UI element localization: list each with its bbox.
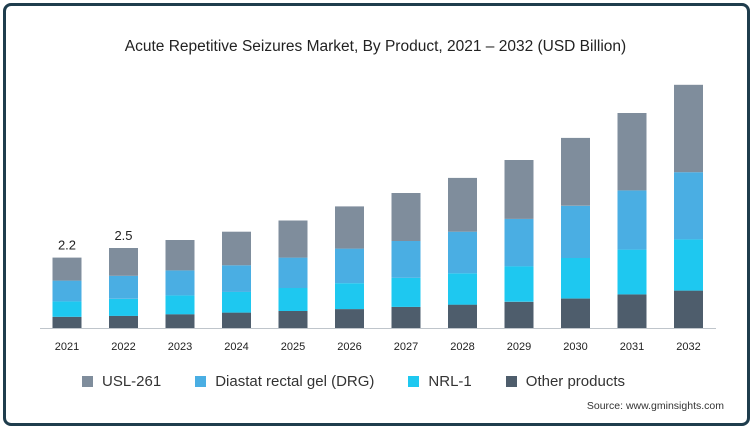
bar-segment-nrl-1-2023 bbox=[165, 295, 195, 315]
bar-segment-nrl-1-2022 bbox=[109, 298, 138, 316]
data-label-2022: 2.5 bbox=[114, 228, 132, 243]
bar-segment-other-products-2030 bbox=[561, 298, 590, 328]
bar-segment-usl-261-2021 bbox=[52, 257, 82, 281]
bar-segment-diastat-rectal-gel-drg--2024 bbox=[222, 265, 251, 292]
legend-item-nrl-1: NRL-1 bbox=[408, 372, 472, 390]
bar-segment-other-products-2024 bbox=[222, 312, 251, 328]
bar-segment-nrl-1-2029 bbox=[504, 266, 534, 302]
bar-segment-other-products-2023 bbox=[165, 314, 195, 328]
x-tick-label-2031: 2031 bbox=[620, 341, 644, 353]
bar-segment-nrl-1-2025 bbox=[278, 288, 308, 311]
bar-segment-diastat-rectal-gel-drg--2026 bbox=[335, 248, 364, 284]
source-note: Source: www.gminsights.com bbox=[586, 400, 724, 412]
bar-segment-other-products-2028 bbox=[448, 304, 477, 328]
bar-segment-nrl-1-2032 bbox=[674, 239, 703, 291]
bar-segment-diastat-rectal-gel-drg--2031 bbox=[617, 190, 647, 250]
x-tick-label-2023: 2023 bbox=[168, 341, 192, 353]
legend-swatch-nrl-1 bbox=[408, 375, 420, 387]
bar-segment-nrl-1-2024 bbox=[222, 291, 251, 313]
legend-item-usl-261: USL-261 bbox=[82, 373, 161, 390]
x-tick-label-2032: 2032 bbox=[676, 341, 700, 353]
legend-label-usl-261: USL-261 bbox=[102, 372, 162, 390]
bar-segment-other-products-2032 bbox=[674, 290, 703, 328]
bar-segment-diastat-rectal-gel-drg--2029 bbox=[504, 218, 534, 267]
bar-segment-other-products-2031 bbox=[617, 294, 647, 328]
bar-segment-nrl-1-2031 bbox=[617, 249, 647, 295]
legend-swatch-usl-261 bbox=[82, 375, 93, 387]
x-tick-label-2029: 2029 bbox=[507, 341, 531, 353]
chart-title: Acute Repetitive Seizures Market, By Pro… bbox=[124, 38, 627, 55]
bar-segment-other-products-2026 bbox=[335, 309, 364, 328]
bar-segment-usl-261-2027 bbox=[391, 193, 421, 241]
legend-label-other-products: Other products bbox=[525, 372, 625, 390]
x-tick-label-2027: 2027 bbox=[394, 341, 418, 353]
x-tick-label-2021: 2021 bbox=[55, 341, 79, 353]
bar-segment-other-products-2025 bbox=[278, 311, 308, 328]
chart-legend: USL-261 Diastat rectal gel (DRG) NRL-1 Othe… bbox=[82, 369, 659, 393]
bar-segment-diastat-rectal-gel-drg--2022 bbox=[109, 275, 138, 299]
data-label-2021: 2.2 bbox=[58, 238, 76, 253]
bar-segment-nrl-1-2027 bbox=[391, 277, 421, 307]
bar-segment-usl-261-2028 bbox=[448, 177, 477, 232]
bar-segment-diastat-rectal-gel-drg--2025 bbox=[278, 257, 308, 288]
bar-segment-usl-261-2026 bbox=[335, 206, 364, 249]
bar-segment-usl-261-2024 bbox=[222, 231, 251, 266]
bar-segment-other-products-2027 bbox=[391, 306, 421, 328]
legend-label-diastat-rectal-gel-drg-: Diastat rectal gel (DRG) bbox=[215, 372, 375, 390]
bar-segment-nrl-1-2021 bbox=[52, 301, 82, 317]
bar-segment-usl-261-2022 bbox=[109, 248, 138, 276]
legend-item-other-products: Other products bbox=[505, 372, 625, 390]
legend-swatch-other-products bbox=[505, 375, 517, 387]
bar-segment-nrl-1-2028 bbox=[448, 273, 477, 305]
x-tick-label-2022: 2022 bbox=[111, 341, 135, 353]
x-tick-label-2026: 2026 bbox=[337, 341, 361, 353]
x-tick-label-2030: 2030 bbox=[563, 341, 587, 353]
bar-segment-diastat-rectal-gel-drg--2023 bbox=[165, 270, 195, 296]
legend-item-diastat-rectal-gel-drg-: Diastat rectal gel (DRG) bbox=[195, 373, 374, 390]
x-tick-label-2028: 2028 bbox=[450, 341, 474, 353]
x-tick-label-2024: 2024 bbox=[224, 341, 248, 353]
bar-segment-diastat-rectal-gel-drg--2032 bbox=[674, 172, 703, 240]
bar-segment-usl-261-2023 bbox=[165, 240, 195, 271]
x-tick-label-2025: 2025 bbox=[281, 341, 305, 353]
bar-segment-diastat-rectal-gel-drg--2027 bbox=[391, 241, 421, 278]
legend-swatch-diastat-rectal-gel-drg- bbox=[195, 375, 207, 387]
bar-segment-other-products-2022 bbox=[109, 315, 138, 328]
bar-segment-nrl-1-2026 bbox=[335, 283, 364, 310]
bar-segment-diastat-rectal-gel-drg--2021 bbox=[52, 280, 82, 302]
bar-segment-usl-261-2032 bbox=[674, 84, 703, 173]
bar-segment-diastat-rectal-gel-drg--2030 bbox=[561, 205, 590, 258]
bar-segment-usl-261-2029 bbox=[504, 160, 534, 219]
legend-label-nrl-1: NRL-1 bbox=[428, 372, 472, 390]
bar-segment-other-products-2021 bbox=[52, 316, 82, 328]
bar-segment-usl-261-2025 bbox=[278, 220, 308, 258]
bar-segment-usl-261-2030 bbox=[561, 137, 590, 206]
bar-segment-other-products-2029 bbox=[504, 301, 534, 328]
bar-segment-nrl-1-2030 bbox=[561, 257, 590, 299]
bar-segment-usl-261-2031 bbox=[617, 113, 647, 191]
bar-segment-diastat-rectal-gel-drg--2028 bbox=[448, 231, 477, 274]
